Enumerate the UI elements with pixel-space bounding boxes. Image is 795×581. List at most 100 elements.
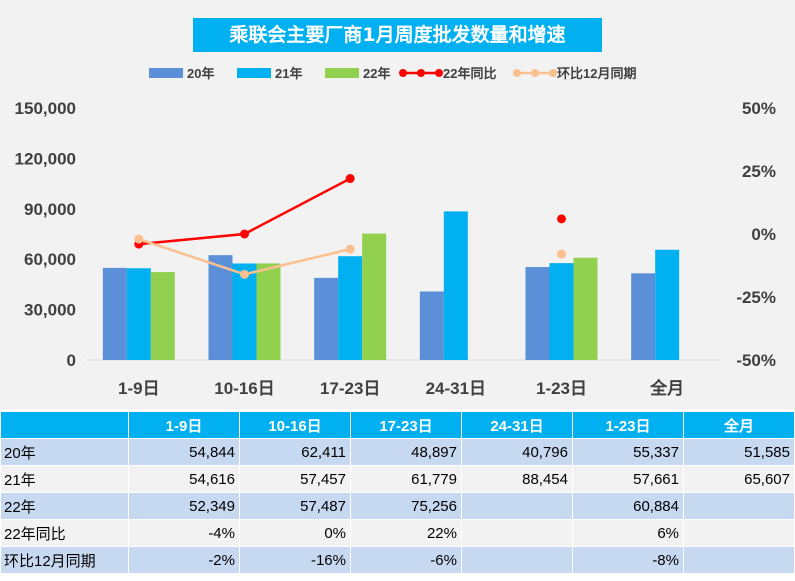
line-point <box>134 234 144 244</box>
y-tick-left: 60,000 <box>24 250 76 269</box>
x-tick-label: 10-16日 <box>214 379 274 398</box>
table-corner <box>0 411 129 439</box>
chart-svg: 0 30,000 60,000 90,000 120,000 150,000 -50% -25… <box>15 66 776 398</box>
legend-label: 环比12月同期 <box>557 66 636 81</box>
table-cell: -16% <box>239 546 351 574</box>
table-cell: -4% <box>128 519 240 547</box>
y-tick-right: 0% <box>751 225 776 244</box>
bar <box>549 263 574 360</box>
bar <box>150 272 175 360</box>
table-cell: 52,349 <box>128 492 240 520</box>
legend-marker <box>417 69 425 77</box>
y-tick-right: 25% <box>742 162 776 181</box>
legend-swatch <box>149 68 183 78</box>
table-header: 全月 <box>683 411 795 439</box>
line-point <box>240 229 249 239</box>
table-cell: 40,796 <box>461 438 573 466</box>
table-cell: 54,616 <box>128 465 240 493</box>
line-point <box>345 244 355 254</box>
bar <box>126 268 151 360</box>
bar <box>256 263 281 360</box>
table-header-row: 1-9日 10-16日 17-23日 24-31日 1-23日 全月 <box>0 411 795 439</box>
table-cell: 48,897 <box>350 438 462 466</box>
table-cell: 55,337 <box>572 438 684 466</box>
table-cell: 88,454 <box>461 465 573 493</box>
y-tick-left: 150,000 <box>15 99 76 118</box>
legend-label: 21年 <box>275 66 302 81</box>
table-header: 10-16日 <box>239 411 351 439</box>
legend-label: 22年 <box>363 66 390 81</box>
chart-title: 乘联会主要厂商1月周度批发数量和增速 <box>193 18 602 52</box>
bar <box>102 267 127 360</box>
x-tick-label: 1-23日 <box>536 379 587 398</box>
x-tick-label: 1-9日 <box>118 379 160 398</box>
table-cell <box>683 492 795 520</box>
table-header: 24-31日 <box>461 411 573 439</box>
line-point <box>557 214 566 224</box>
table-cell: 51,585 <box>683 438 795 466</box>
table-cell: -8% <box>572 546 684 574</box>
legend-marker <box>513 69 521 77</box>
legend-marker <box>399 69 407 77</box>
line-point <box>557 249 566 259</box>
legend-label: 20年 <box>187 66 214 81</box>
table-cell <box>683 519 795 547</box>
line-point <box>345 174 355 184</box>
table-row-label: 22年 <box>0 492 129 520</box>
bar <box>208 255 233 360</box>
table-row: 20年 54,844 62,411 48,897 40,796 55,337 51,585 <box>0 438 795 466</box>
y-tick-left: 90,000 <box>24 200 76 219</box>
legend-marker <box>435 69 443 77</box>
table-row-label: 20年 <box>0 438 129 466</box>
table-cell: 62,411 <box>239 438 351 466</box>
table-row: 环比12月同期 -2% -16% -6% -8% <box>0 546 795 574</box>
table-cell: 57,457 <box>239 465 351 493</box>
table-cell: -6% <box>350 546 462 574</box>
bar <box>314 277 339 360</box>
legend-marker <box>531 69 539 77</box>
data-table: 1-9日 10-16日 17-23日 24-31日 1-23日 全月 20年 54… <box>0 411 795 574</box>
table-cell: 6% <box>572 519 684 547</box>
table-row-label: 环比12月同期 <box>0 546 129 574</box>
bar <box>419 291 444 360</box>
y-tick-right: 50% <box>742 99 776 118</box>
table-cell: 61,779 <box>350 465 462 493</box>
y-tick-left: 120,000 <box>15 149 76 168</box>
table-cell <box>461 519 573 547</box>
bar <box>655 249 680 360</box>
table-cell <box>461 546 573 574</box>
chart-area: 乘联会主要厂商1月周度批发数量和增速 0 30,000 60,000 90,000 12… <box>0 0 795 409</box>
table-row: 22年同比 -4% 0% 22% 6% <box>0 519 795 547</box>
bar <box>338 256 363 360</box>
x-tick-label: 24-31日 <box>426 379 486 398</box>
table-cell: 57,661 <box>572 465 684 493</box>
table-cell <box>461 492 573 520</box>
table-row-label: 22年同比 <box>0 519 129 547</box>
table-header: 1-23日 <box>572 411 684 439</box>
legend-label: 22年同比 <box>443 66 496 81</box>
bar <box>573 257 598 360</box>
legend-swatch <box>237 68 271 78</box>
table-row: 21年 54,616 57,457 61,779 88,454 57,661 65,607 <box>0 465 795 493</box>
bar <box>232 263 257 360</box>
table-cell: 65,607 <box>683 465 795 493</box>
y-tick-left: 0 <box>67 351 76 370</box>
table-header: 1-9日 <box>128 411 240 439</box>
x-tick-label: 全月 <box>649 378 684 398</box>
y-tick-right: -50% <box>736 351 776 370</box>
table-cell: 60,884 <box>572 492 684 520</box>
table-cell: -2% <box>128 546 240 574</box>
table-row-label: 21年 <box>0 465 129 493</box>
table-cell: 57,487 <box>239 492 351 520</box>
table-row: 22年 52,349 57,487 75,256 60,884 <box>0 492 795 520</box>
table-cell: 54,844 <box>128 438 240 466</box>
y-tick-right: -25% <box>736 288 776 307</box>
bar <box>631 273 656 360</box>
table-cell <box>683 546 795 574</box>
table-header: 17-23日 <box>350 411 462 439</box>
table-cell: 75,256 <box>350 492 462 520</box>
legend-swatch <box>325 68 359 78</box>
table-cell: 22% <box>350 519 462 547</box>
y-tick-left: 30,000 <box>24 301 76 320</box>
bar <box>525 267 550 360</box>
